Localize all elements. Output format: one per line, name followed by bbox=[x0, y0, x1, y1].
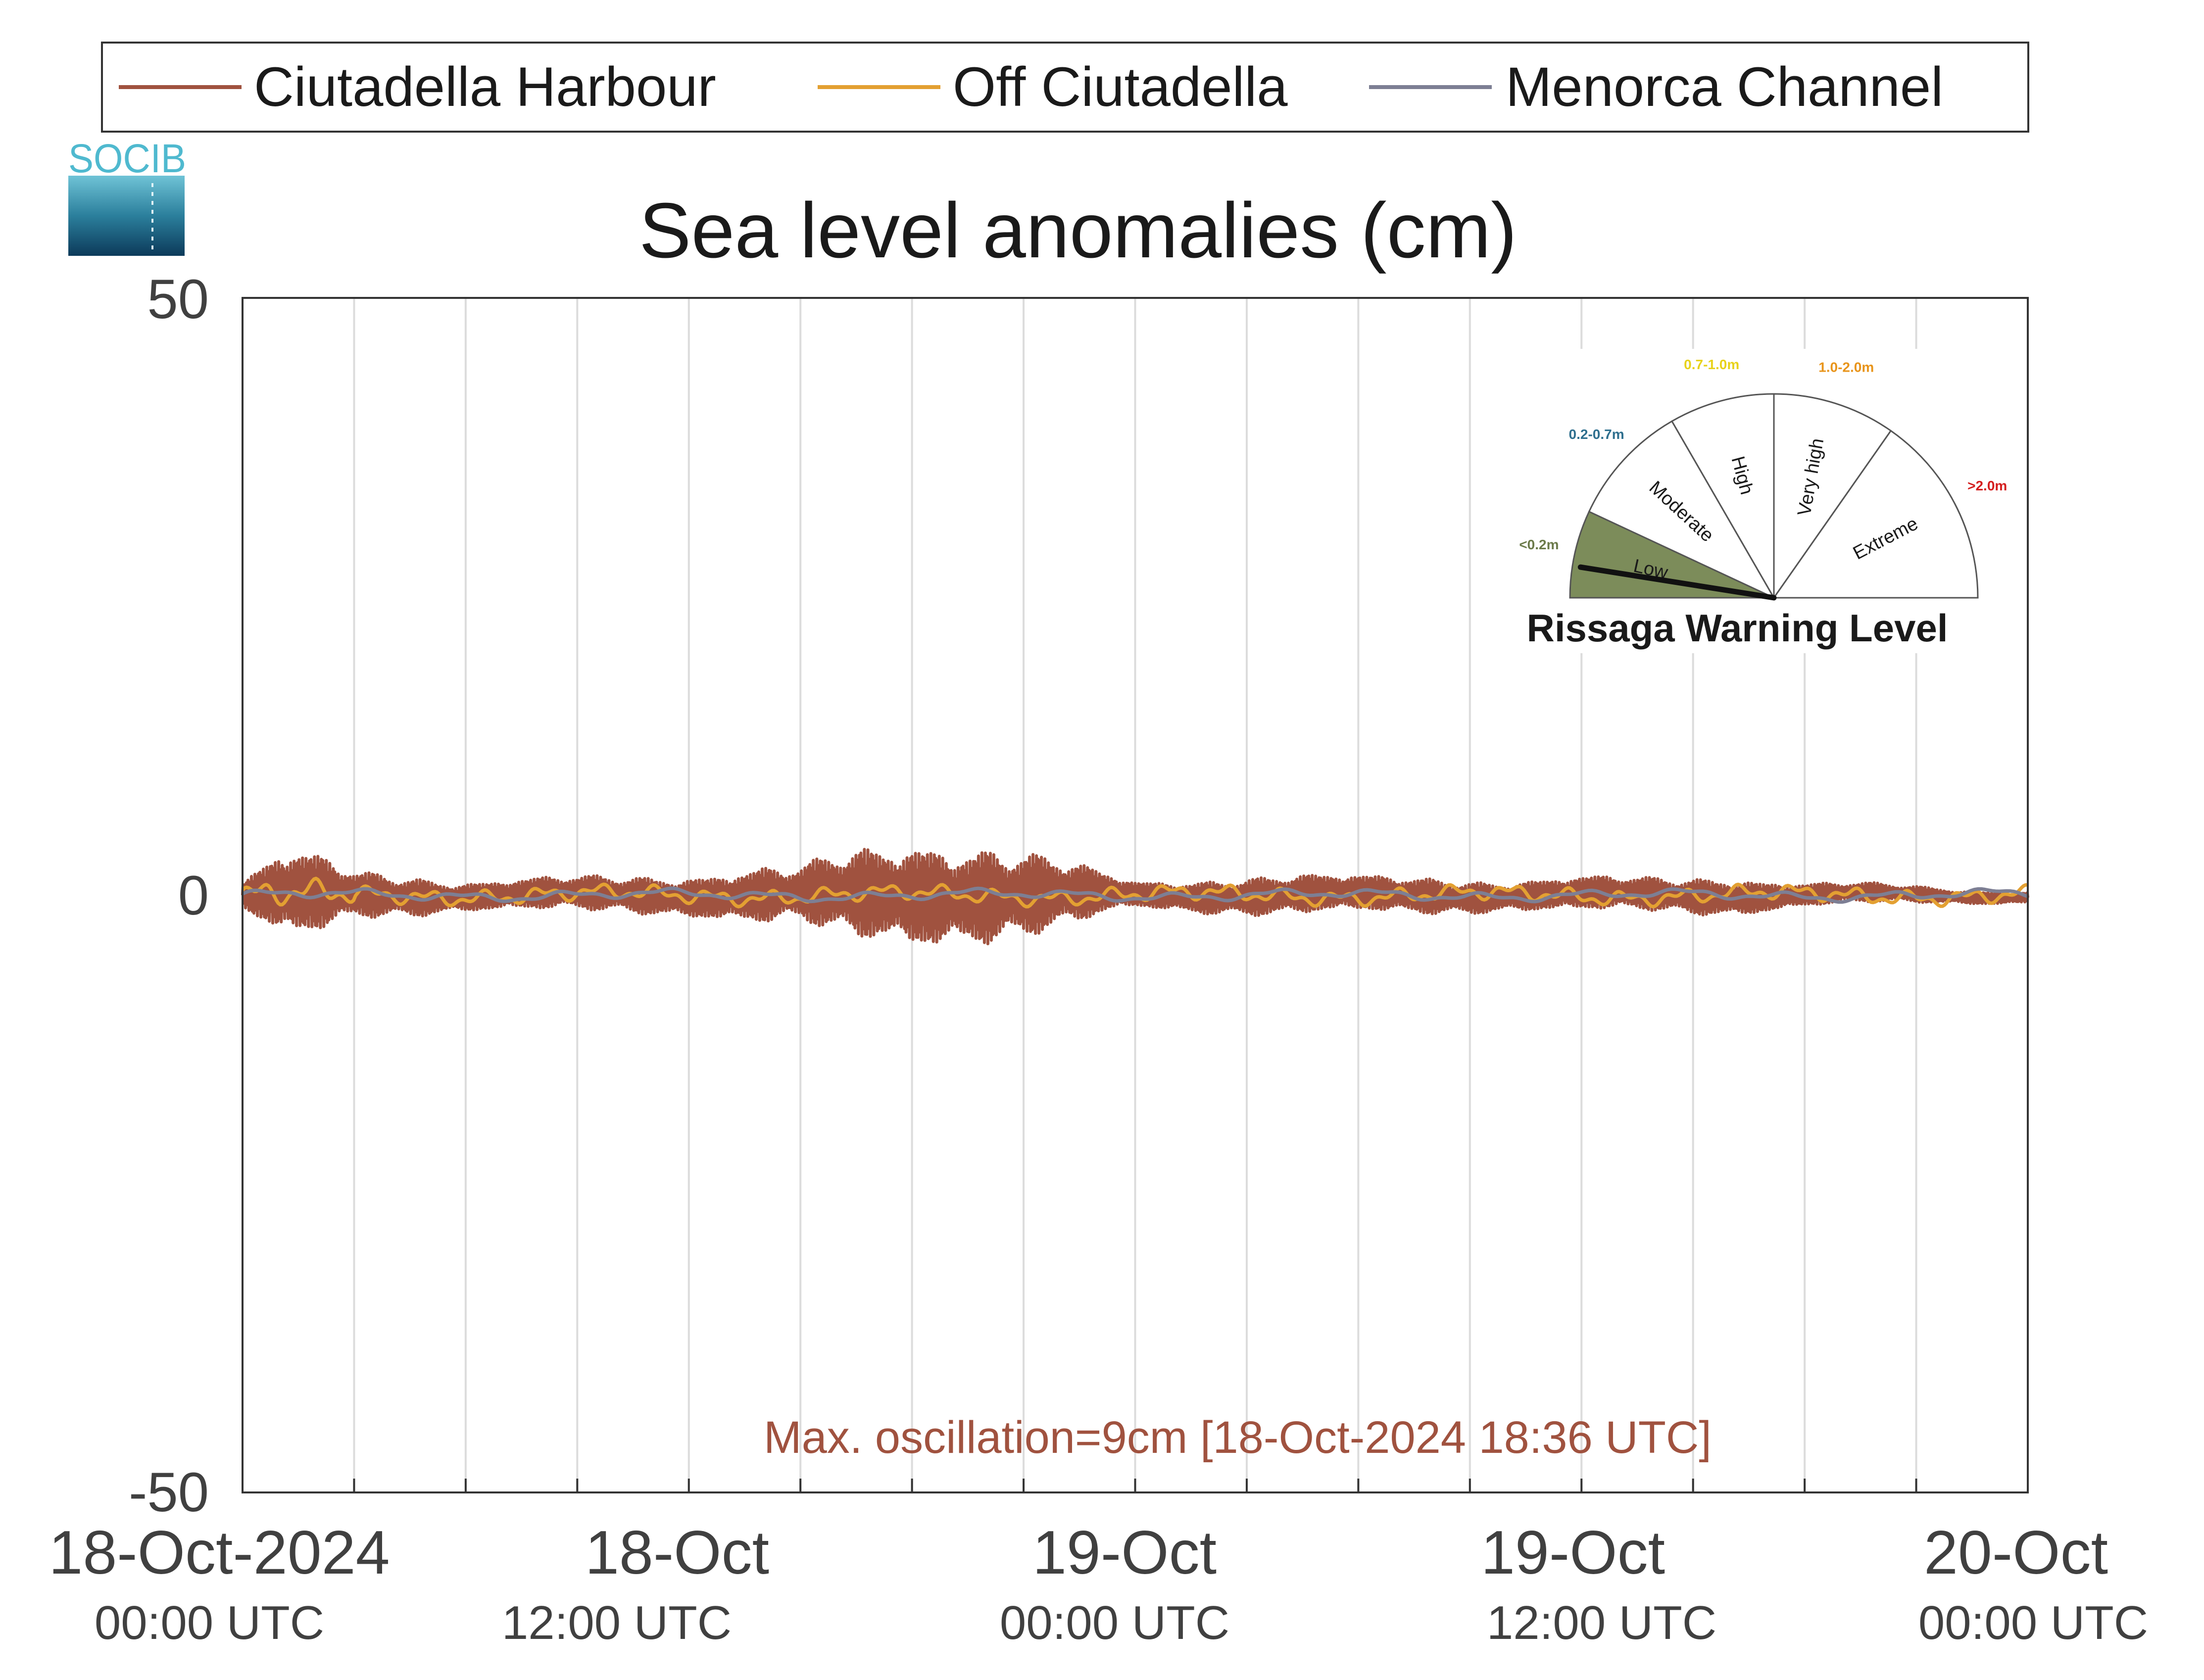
x-tick-time: 00:00 UTC bbox=[95, 1596, 324, 1649]
legend-label-ciutadella-harbour: Ciutadella Harbour bbox=[254, 56, 716, 118]
y-tick-label: 0 bbox=[178, 864, 209, 926]
x-tick-time: 00:00 UTC bbox=[1918, 1596, 2148, 1649]
gauge-range-label: 1.0-2.0m bbox=[1818, 360, 1874, 375]
series-layer bbox=[241, 848, 2029, 946]
x-tick-time: 00:00 UTC bbox=[1000, 1596, 1229, 1649]
rissaga-warning-gauge: Low<0.2m Moderate0.2-0.7mHigh0.7-1.0mVery… bbox=[1495, 349, 2014, 653]
y-axis: 50 0 -50 bbox=[129, 268, 209, 1523]
logo-wave-block bbox=[68, 176, 185, 256]
series-line-menorca-channel bbox=[242, 886, 2029, 904]
legend-label-off-ciutadella: Off Ciutadella bbox=[953, 56, 1288, 118]
gauge-sector-extreme bbox=[1772, 430, 1979, 599]
series-line-off-ciutadella bbox=[241, 876, 2028, 909]
gauge-range-label: <0.2m bbox=[1519, 537, 1559, 552]
gauge-needle bbox=[1577, 564, 1777, 601]
gauge-sectors bbox=[1569, 393, 1979, 601]
gauge-title: Rissaga Warning Level bbox=[1526, 606, 1948, 650]
x-tick-date: 20-Oct bbox=[1924, 1519, 2108, 1587]
logo-text: SOCIB bbox=[68, 136, 186, 181]
x-axis: 18-Oct-2024 00:00 UTC 18-Oct 12:00 UTC 1… bbox=[49, 1519, 2148, 1649]
gauge-range-label: 0.2-0.7m bbox=[1569, 427, 1624, 442]
x-tick-date: 19-Oct bbox=[1032, 1519, 1217, 1587]
series-line-ciutadella-harbour bbox=[241, 848, 2029, 946]
max-oscillation-annotation: Max. oscillation=9cm [18-Oct-2024 18:36 … bbox=[764, 1412, 1712, 1463]
legend: Ciutadella Harbour Off Ciutadella Menorc… bbox=[101, 42, 2029, 133]
socib-logo: SOCIB bbox=[68, 136, 186, 256]
gauge-sector-very-high bbox=[1773, 393, 1892, 600]
legend-box bbox=[101, 42, 2029, 133]
chart-title: Sea level anomalies (cm) bbox=[639, 187, 1517, 274]
y-tick-label: -50 bbox=[129, 1461, 209, 1523]
legend-label-menorca-channel: Menorca Channel bbox=[1506, 56, 1943, 118]
y-tick-label: 50 bbox=[147, 268, 209, 330]
gauge-range-label: >2.0m bbox=[1967, 478, 2007, 493]
x-tick-time: 12:00 UTC bbox=[502, 1596, 732, 1649]
x-tick-date: 18-Oct bbox=[585, 1519, 769, 1587]
x-tick-date: 18-Oct-2024 bbox=[49, 1519, 390, 1587]
gauge-sector-high bbox=[1670, 393, 1775, 601]
plot-frame bbox=[242, 297, 2029, 1493]
gauge-sector-moderate bbox=[1588, 420, 1776, 600]
gauge-range-label: 0.7-1.0m bbox=[1684, 357, 1739, 372]
x-tick-date: 19-Oct bbox=[1481, 1519, 1665, 1587]
x-tick-time: 12:00 UTC bbox=[1487, 1596, 1716, 1649]
